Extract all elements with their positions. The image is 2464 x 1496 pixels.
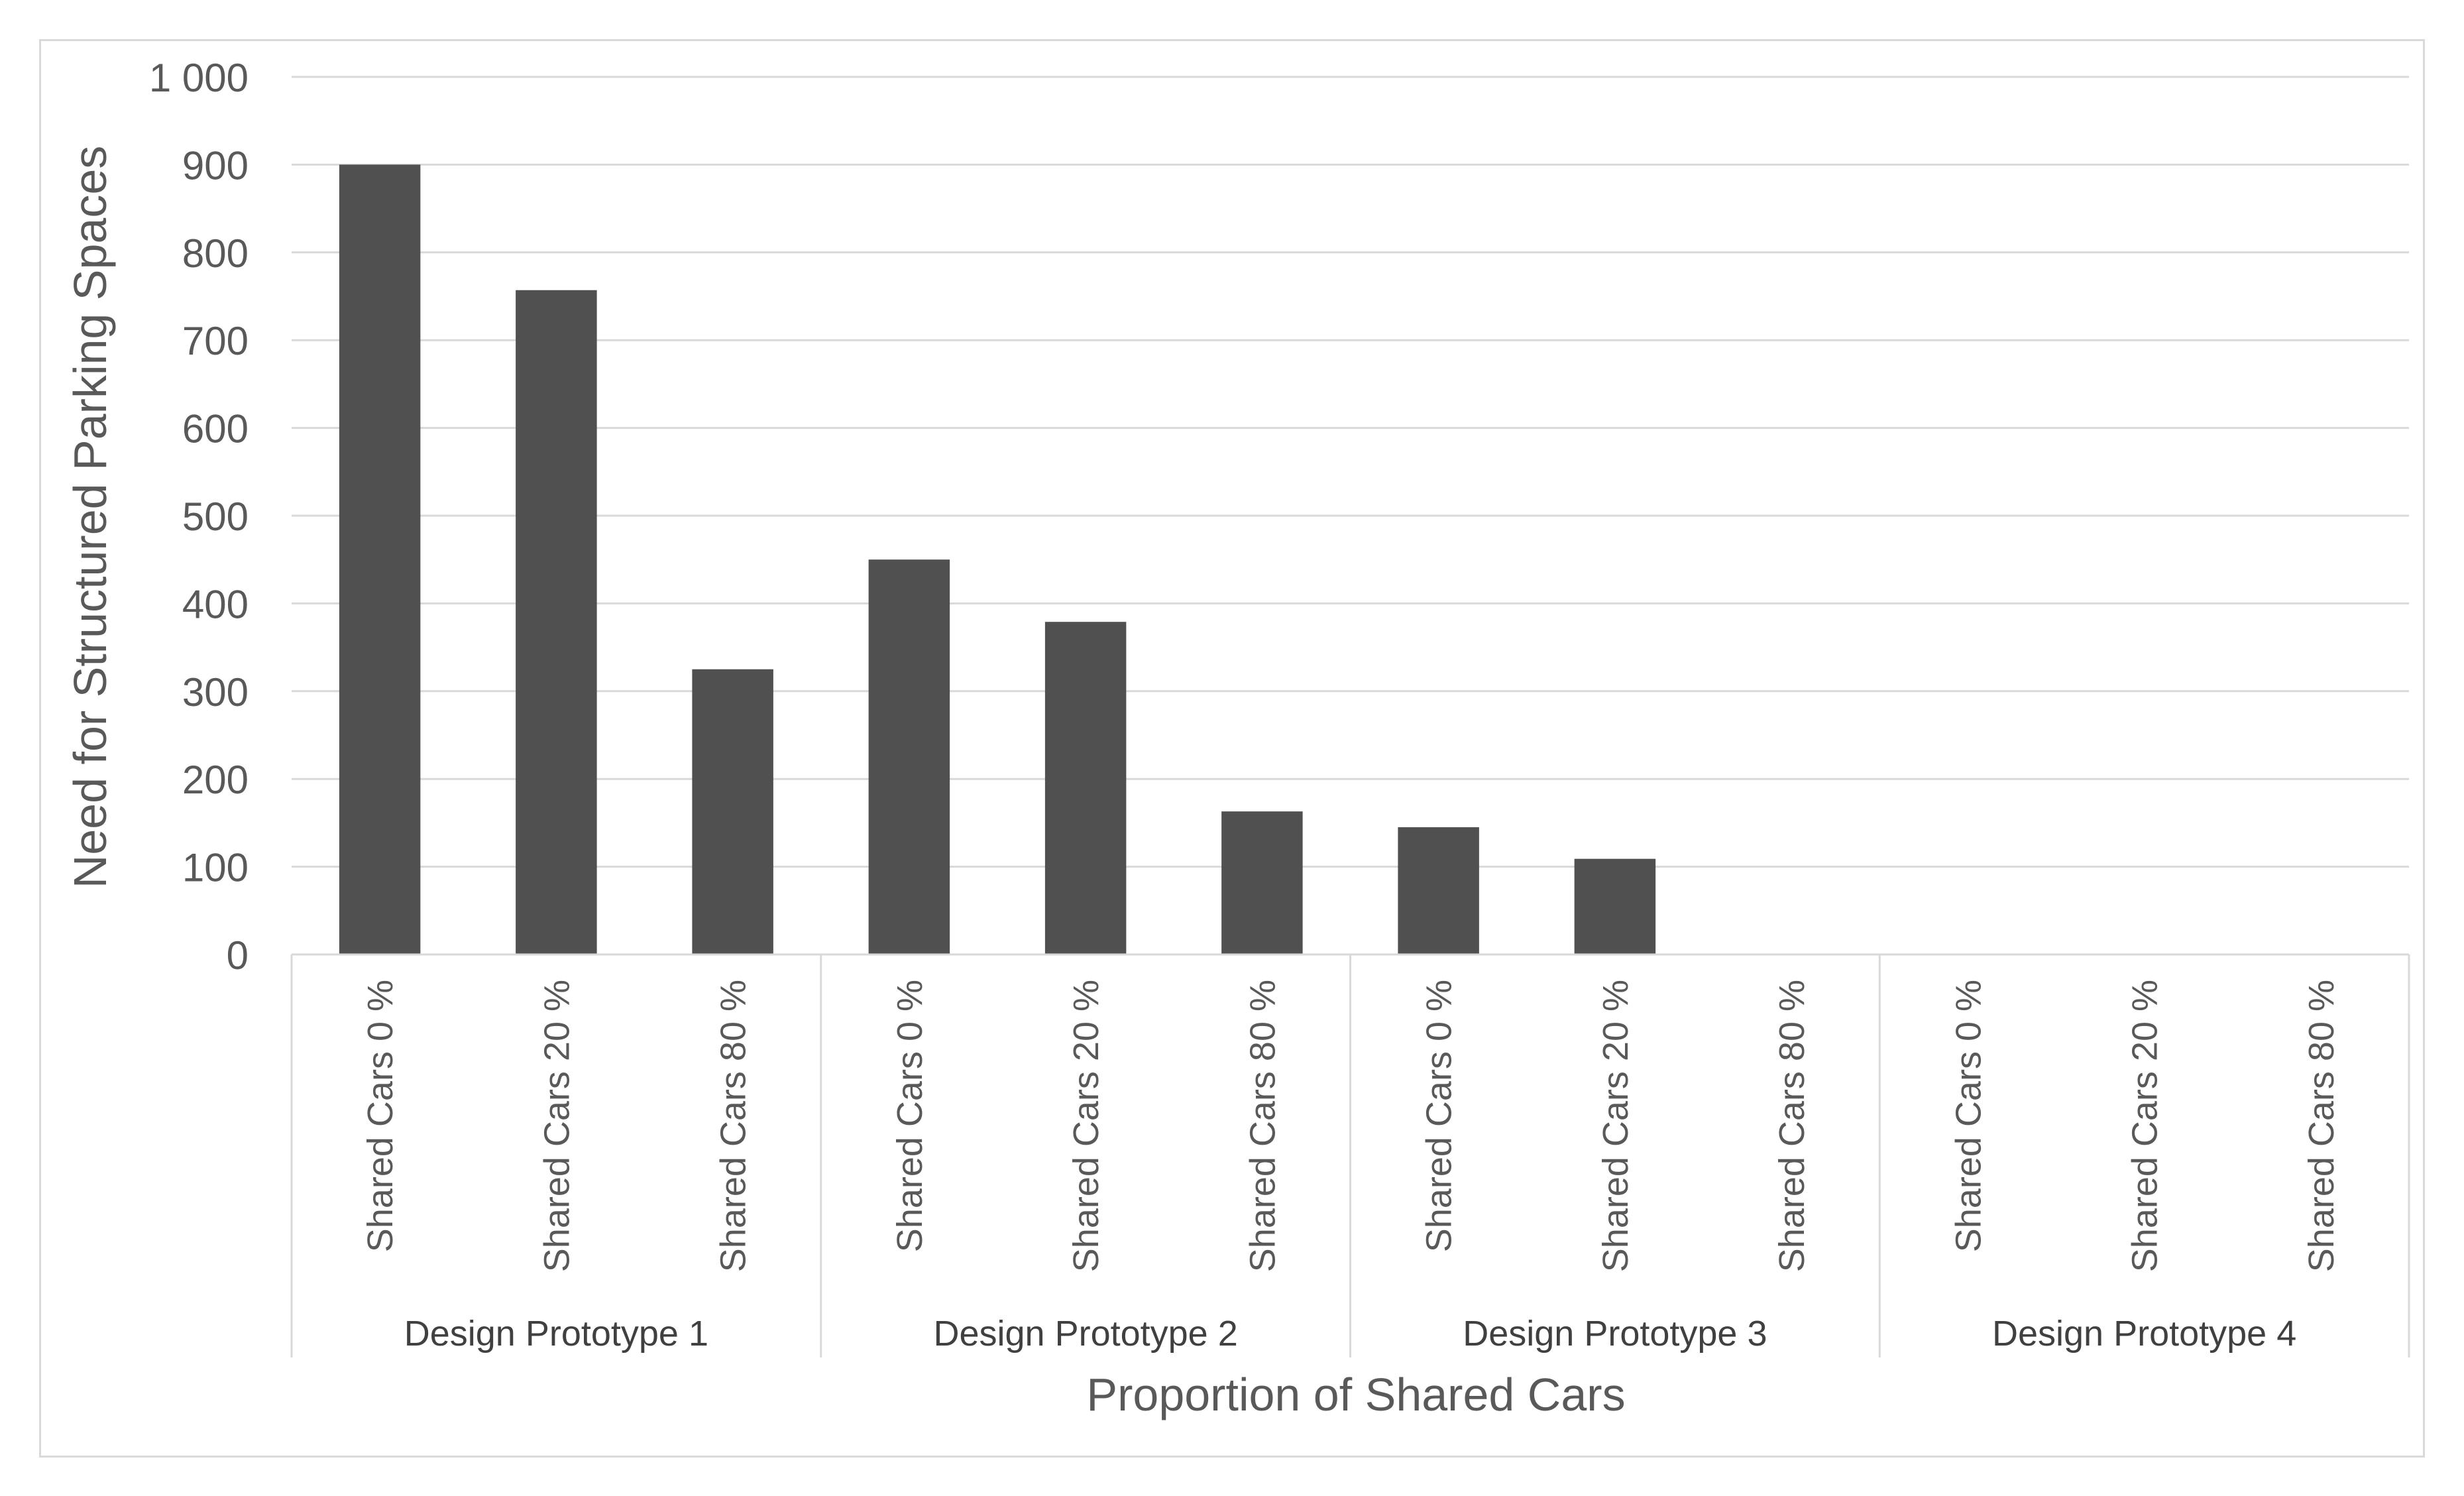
x-axis-title: Proportion of Shared Cars — [1086, 1369, 1625, 1420]
x-category-label: Shared Cars 80 % — [2302, 980, 2341, 1272]
y-tick-label: 0 — [227, 933, 249, 978]
x-category-label: Shared Cars 20 % — [1596, 980, 1636, 1272]
bar — [1044, 622, 1127, 954]
y-tick-label: 500 — [182, 494, 249, 539]
bar — [1574, 858, 1656, 954]
x-group-label: Design Prototype 4 — [1992, 1314, 2296, 1353]
x-category-label: Shared Cars 80 % — [714, 980, 754, 1272]
x-group-label: Design Prototype 3 — [1463, 1314, 1767, 1353]
x-category-label: Shared Cars 80 % — [1772, 980, 1812, 1272]
bar — [1398, 827, 1479, 954]
y-tick-label: 200 — [182, 758, 249, 802]
bar — [339, 164, 421, 954]
x-group-label: Design Prototype 2 — [933, 1314, 1237, 1353]
axes — [290, 953, 2410, 1357]
gridlines — [292, 76, 2409, 868]
y-tick-label: 300 — [182, 670, 249, 715]
x-category-label: Shared Cars 0 % — [890, 980, 930, 1252]
y-tick-label: 400 — [182, 582, 249, 626]
bar — [516, 290, 597, 954]
x-group-labels: Design Prototype 1 Design Prototype 2 Desi… — [404, 1314, 2297, 1353]
x-category-label: Shared Cars 20 % — [2125, 980, 2165, 1272]
x-category-label: Shared Cars 20 % — [1066, 980, 1106, 1272]
y-axis-title: Need for Structured Parking Spaces — [64, 146, 116, 889]
x-category-label: Shared Cars 0 % — [1420, 980, 1459, 1252]
x-category-label: Shared Cars 80 % — [1243, 980, 1282, 1272]
bars — [339, 164, 1656, 954]
x-category-label: Shared Cars 20 % — [537, 980, 577, 1272]
x-category-labels: Shared Cars 0 % Shared Cars 20 % Shared Ca… — [361, 980, 2341, 1272]
bar — [1221, 811, 1303, 954]
y-tick-label: 700 — [182, 319, 249, 363]
x-category-label: Shared Cars 0 % — [361, 980, 400, 1252]
bar — [868, 559, 950, 954]
y-tick-label: 1 000 — [149, 56, 249, 100]
bar — [692, 669, 773, 954]
x-group-label: Design Prototype 1 — [404, 1314, 708, 1353]
y-tick-label: 100 — [182, 846, 249, 890]
x-category-label: Shared Cars 0 % — [1948, 980, 1988, 1252]
y-tick-label: 600 — [182, 407, 249, 451]
y-tick-label: 800 — [182, 231, 249, 276]
y-tick-label: 900 — [182, 143, 249, 188]
y-tick-labels: 0 100 200 300 400 500 600 700 800 900 1 000 — [149, 56, 249, 978]
chart-frame — [39, 39, 2425, 1458]
